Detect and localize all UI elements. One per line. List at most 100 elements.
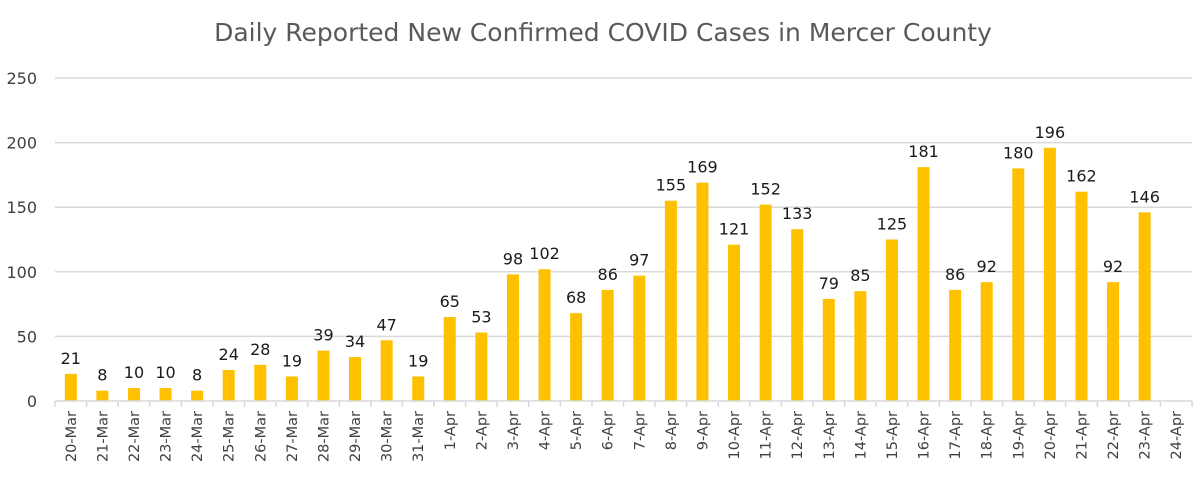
x-tick-label: 16-Apr [917,411,933,459]
x-tick-label: 24-Mar [190,411,206,462]
data-label: 181 [908,142,939,161]
data-label: 180 [1003,143,1034,162]
bar [633,275,646,401]
y-tick-label: 200 [6,134,37,153]
gridlines [55,77,1192,338]
data-label: 98 [503,249,523,268]
data-label: 196 [1035,123,1066,142]
x-tick-label: 10-Apr [727,411,743,459]
x-tick-label: 2-Apr [474,411,490,450]
bar [728,244,741,401]
data-label: 152 [750,180,781,199]
data-label: 92 [1103,257,1123,276]
y-tick-label: 50 [17,327,37,346]
bar [854,291,867,401]
bar [538,269,551,401]
data-label: 85 [850,266,870,285]
data-label: 65 [440,292,460,311]
x-tick-label: 5-Apr [569,411,585,450]
x-tick-label: 11-Apr [759,411,775,459]
x-tick-label: 29-Mar [348,411,364,462]
bar [127,388,140,401]
data-label: 102 [529,244,560,263]
x-tick-label: 12-Apr [790,411,806,459]
y-tick-label: 100 [6,263,37,282]
bar [64,373,77,401]
bar [791,229,804,401]
x-tick-label: 15-Apr [885,411,901,459]
x-tick-label: 7-Apr [632,411,648,450]
data-label: 8 [192,366,202,385]
data-labels: 21 8 10 10 8 24 28 19 39 34 47 19 65 53 98 102 68 86 97 155… [61,123,1160,385]
bar [443,317,456,401]
bar [1043,147,1056,401]
data-label: 24 [219,345,239,364]
data-label: 169 [687,158,718,177]
x-tick-label: 28-Mar [316,411,332,462]
data-label: 133 [782,204,813,223]
x-tick-label: 21-Mar [95,411,111,462]
bar [159,388,172,401]
data-label: 92 [977,257,997,276]
data-label: 68 [566,288,586,307]
x-axis: 20-Mar 21-Mar 22-Mar 23-Mar 24-Mar 25-Mar 26-M… [54,400,1193,462]
chart-title: Daily Reported New Confirmed COVID Cases… [214,18,992,47]
bar [570,313,583,401]
x-tick-label: 23-Mar [159,411,175,462]
data-label: 146 [1129,187,1160,206]
x-tick-label: 30-Mar [380,411,396,462]
data-label: 39 [313,326,333,345]
bar [696,182,709,401]
x-tick-label: 21-Apr [1074,411,1090,459]
x-tick-label: 26-Mar [253,411,269,462]
bar [380,340,393,401]
data-label: 19 [282,351,302,370]
x-tick-label: 18-Apr [980,411,996,459]
data-label: 10 [155,363,175,382]
x-tick-label: 20-Mar [64,411,80,462]
bar [191,390,204,401]
x-tick-label: 8-Apr [664,411,680,450]
bar [664,200,677,401]
data-label: 47 [376,315,396,334]
bar [349,357,362,401]
data-label: 97 [629,251,649,270]
bars [64,147,1151,401]
bar [885,239,898,401]
data-label: 155 [656,176,687,195]
bar [475,332,488,401]
bar [1012,168,1025,401]
x-tick-label: 31-Mar [411,411,427,462]
x-tick-label: 3-Apr [506,411,522,450]
bar [317,350,330,401]
bar [506,274,519,401]
bar [254,364,267,401]
x-tick-label: 22-Apr [1106,411,1122,459]
bar [1138,212,1151,401]
data-label: 162 [1066,167,1097,186]
x-tick-label: 19-Apr [1011,411,1027,459]
y-axis-ticks: 0 50 100 150 200 250 [6,69,37,411]
bar [285,376,298,401]
data-label: 8 [97,366,107,385]
x-tick-label: 20-Apr [1043,411,1059,459]
bar [759,204,772,401]
x-tick-label: 24-Apr [1169,411,1185,459]
x-tick-label: 6-Apr [601,411,617,450]
x-tick-label: 17-Apr [948,411,964,459]
bar [917,167,930,401]
bar [412,376,425,401]
x-tick-label: 13-Apr [822,411,838,459]
bar [980,282,993,401]
x-tick-label: 4-Apr [538,411,554,450]
bar [949,289,962,401]
x-tick-label: 22-Mar [127,411,143,462]
x-tick-label: 1-Apr [443,411,459,450]
bar [1075,191,1088,401]
data-label: 53 [471,308,491,327]
x-tick-label: 25-Mar [222,411,238,462]
x-tick-label: 27-Mar [285,411,301,462]
y-tick-label: 250 [6,69,37,88]
x-tick-label: 9-Apr [695,411,711,450]
